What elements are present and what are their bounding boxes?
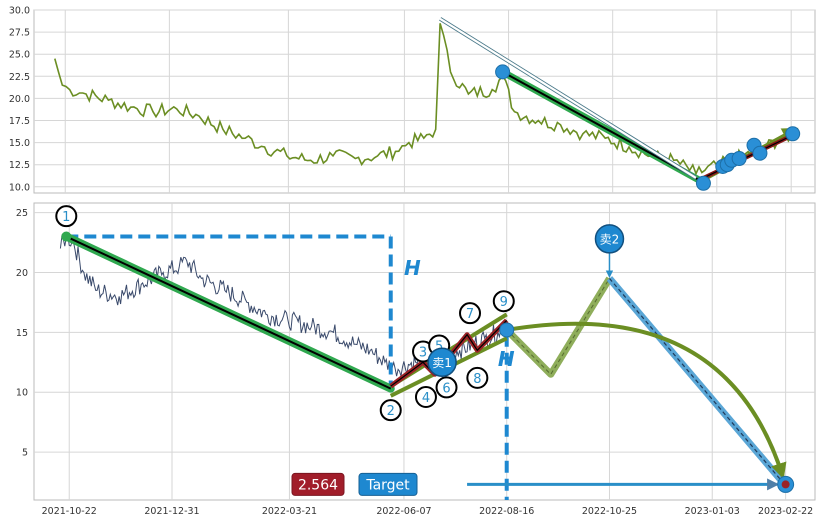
lower-xtick-label: 2022-03-21 <box>262 506 317 517</box>
target-badge <box>358 472 418 496</box>
value-badge-text: 2.564 <box>298 477 338 493</box>
numbered-marker-label: 6 <box>442 381 450 396</box>
numbered-marker-label: 8 <box>473 372 481 387</box>
projection-arc <box>506 321 787 480</box>
lower-xtick-label: 2022-10-25 <box>582 506 637 517</box>
numbered-marker-label: 1 <box>62 210 70 225</box>
lower-yaxis: 5 10 15 20 25 <box>16 208 28 459</box>
start-marker <box>61 231 72 242</box>
callout-label: 卖1 <box>432 356 452 370</box>
upper-annotations <box>439 17 801 191</box>
lower-grid <box>34 203 815 500</box>
h-label: H <box>498 347 515 371</box>
numbered-marker <box>55 205 78 228</box>
upper-ytick-label: 30.0 <box>9 6 30 17</box>
lower-ytick-label: 20 <box>16 268 28 279</box>
upper-ytick-label: 22.5 <box>9 72 30 83</box>
upper-marker-point <box>785 126 801 142</box>
callout-bubble <box>594 224 625 254</box>
lower-ytick-label: 5 <box>22 448 28 459</box>
lower-xtick-label: 2023-02-22 <box>758 506 813 517</box>
upper-hollow-arrow <box>439 17 697 179</box>
upper-marker-point <box>731 151 747 167</box>
target-endpoint-core <box>781 480 790 489</box>
value-badge <box>291 472 345 496</box>
h-label: H <box>404 256 421 280</box>
sell2-down-leg-core <box>609 278 787 487</box>
lower-xtick-label: 2023-01-03 <box>685 506 740 517</box>
lower-xtick-label: 2022-06-07 <box>376 506 431 517</box>
upper-ytick-label: 15.0 <box>9 138 30 149</box>
numbered-marker-label: 4 <box>422 391 430 406</box>
lower-xaxis: 2021-10-22 2021-12-31 2022-03-21 2022-06-07… <box>42 506 814 517</box>
upper-ytick-label: 12.5 <box>9 160 30 171</box>
numbered-marker-label: 3 <box>419 346 427 361</box>
upper-yaxis: 10.0 12.5 15.0 17.5 20.0 22.5 25.0 27.5 30.0 <box>9 6 30 194</box>
numbered-marker-label: 9 <box>500 295 508 310</box>
lower-xtick-label: 2021-10-22 <box>42 506 97 517</box>
numbered-marker-label: 7 <box>466 307 474 322</box>
numbered-marker-label: 5 <box>435 340 443 355</box>
upper-ytick-label: 10.0 <box>9 182 30 193</box>
target-badge-text: Target <box>365 477 410 493</box>
upper-panel: 10.0 12.5 15.0 17.5 20.0 22.5 25.0 27.5 30.0 <box>9 6 816 194</box>
rise-end-marker <box>499 322 515 338</box>
numbered-marker <box>379 399 402 422</box>
numbered-marker <box>459 302 482 325</box>
upper-ytick-label: 17.5 <box>9 116 30 127</box>
lower-ytick-label: 15 <box>16 328 28 339</box>
upper-grid <box>34 9 815 193</box>
upper-marker-point <box>752 145 768 161</box>
upper-ytick-label: 20.0 <box>9 94 30 105</box>
numbered-marker <box>466 366 489 389</box>
lower-xtick-label: 2022-08-16 <box>479 506 534 517</box>
main-down-leg-core <box>65 235 392 390</box>
numbered-marker <box>492 290 515 313</box>
upper-marker-point <box>495 64 511 80</box>
callout-bubble <box>427 347 457 378</box>
lower-ytick-label: 25 <box>16 208 28 219</box>
projection-zigzag <box>504 276 613 378</box>
upper-ytick-label: 25.0 <box>9 50 30 61</box>
lower-ytick-label: 10 <box>16 388 28 399</box>
numbered-marker <box>414 386 437 409</box>
upper-plot-frame <box>33 9 816 194</box>
numbered-marker <box>435 376 458 399</box>
numbered-marker-label: 2 <box>387 404 395 419</box>
callout-label: 卖2 <box>600 232 620 246</box>
upper-marker-point <box>695 175 711 191</box>
lower-xtick-label: 2021-12-31 <box>144 506 199 517</box>
upper-ytick-label: 27.5 <box>9 28 30 39</box>
lower-annotations: 2.564 Target H H 1 2 3 4 5 6 7 8 9 卖1 卖2 <box>55 205 795 500</box>
